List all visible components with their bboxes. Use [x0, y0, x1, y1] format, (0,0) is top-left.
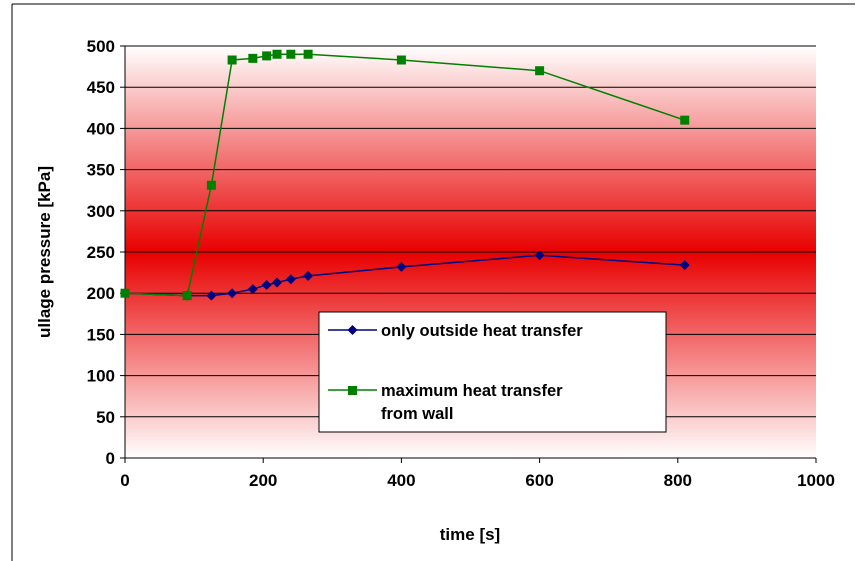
series-1-point [679, 260, 690, 271]
y-tick-labels: 0 50 100 150 200 250 300 350 400 450 500 [87, 37, 115, 468]
series-2-point [182, 291, 192, 301]
series-2-point [262, 51, 272, 61]
series-1-point [303, 270, 314, 281]
series-1-point [534, 250, 545, 261]
series-2-point [303, 49, 313, 59]
y-tick-label: 300 [87, 202, 115, 221]
series-2-point [227, 55, 237, 65]
x-tick-label: 200 [249, 471, 277, 490]
x-tick-label: 400 [387, 471, 415, 490]
x-tick-label: 1000 [797, 471, 835, 490]
x-axis-label: time [s] [440, 525, 500, 544]
series-1-point [396, 261, 407, 272]
legend-marker-series-1 [347, 325, 358, 335]
y-tick-label: 200 [87, 284, 115, 303]
y-tick-label: 400 [87, 119, 115, 138]
y-tick-label: 150 [87, 325, 115, 344]
legend-box [318, 311, 667, 433]
series-2-point [396, 55, 406, 65]
series-1-point [272, 277, 283, 288]
series-1-point [247, 284, 258, 295]
x-tick-labels: 0 200 400 600 800 1000 [120, 471, 835, 490]
series-1-point [227, 288, 238, 299]
y-tick-label: 50 [96, 408, 115, 427]
axes [120, 45, 817, 463]
y-tick-label: 100 [87, 367, 115, 386]
legend: only outside heat transfer maximum heat … [318, 311, 667, 433]
series-2-point [680, 115, 690, 125]
series-2-point [535, 66, 545, 76]
series-2-point [248, 53, 258, 63]
series-2-point [120, 288, 130, 298]
y-tick-label: 0 [106, 449, 115, 468]
y-tick-label: 450 [87, 78, 115, 97]
legend-label-series-1: only outside heat transfer [381, 322, 583, 340]
series-layer [120, 49, 690, 301]
series-1-point [261, 279, 272, 290]
series-2-point [286, 49, 296, 59]
y-axis-label: ullage pressure [kPa] [35, 166, 54, 338]
x-tick-label: 600 [525, 471, 553, 490]
legend-marker-series-2 [348, 386, 357, 395]
y-tick-label: 250 [87, 243, 115, 262]
series-1-point [285, 274, 296, 285]
legend-label-series-2-line-1: maximum heat transfer [381, 382, 563, 400]
series-2-point [272, 49, 282, 59]
y-tick-label: 350 [87, 161, 115, 180]
x-tick-label: 0 [120, 471, 129, 490]
x-tick-label: 800 [664, 471, 692, 490]
y-tick-label: 500 [87, 37, 115, 56]
series-2-point [206, 180, 216, 190]
legend-label-series-2-line-2: from wall [381, 405, 453, 423]
series-2-line [124, 53, 685, 297]
series-1-point [206, 290, 217, 301]
